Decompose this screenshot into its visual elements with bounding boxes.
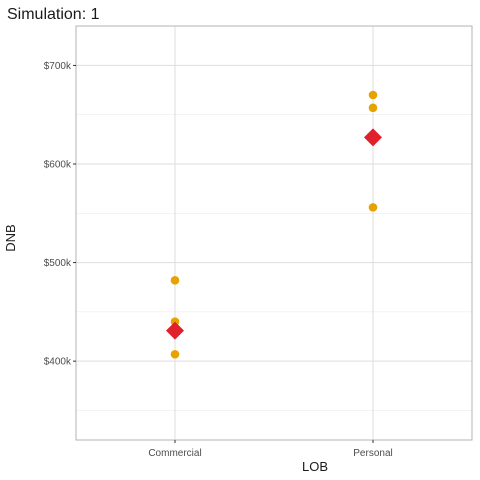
plot-panel [75,25,473,441]
grid [76,26,472,440]
x-axis: Commercial Personal [148,440,393,459]
y-tick-label: $400k [44,357,72,368]
y-axis: $400k $500k $600k $700k [44,61,76,368]
y-tick-label: $600k [44,160,72,171]
mean-diamond-point [166,321,184,340]
chart-title: Simulation: 1 [7,6,100,23]
sample-point [368,203,378,212]
y-axis-title: DNB [3,224,18,251]
data-points [166,90,382,359]
sample-point [170,349,180,359]
sample-point [368,103,378,113]
mean-diamond-point [364,128,382,147]
x-axis-title: LOB [302,459,328,474]
sample-point [170,276,180,285]
x-tick-label: Commercial [148,448,201,459]
x-tick-label: Personal [353,448,392,459]
sample-point [368,90,378,100]
y-tick-label: $500k [44,258,72,269]
y-tick-label: $700k [44,61,72,72]
